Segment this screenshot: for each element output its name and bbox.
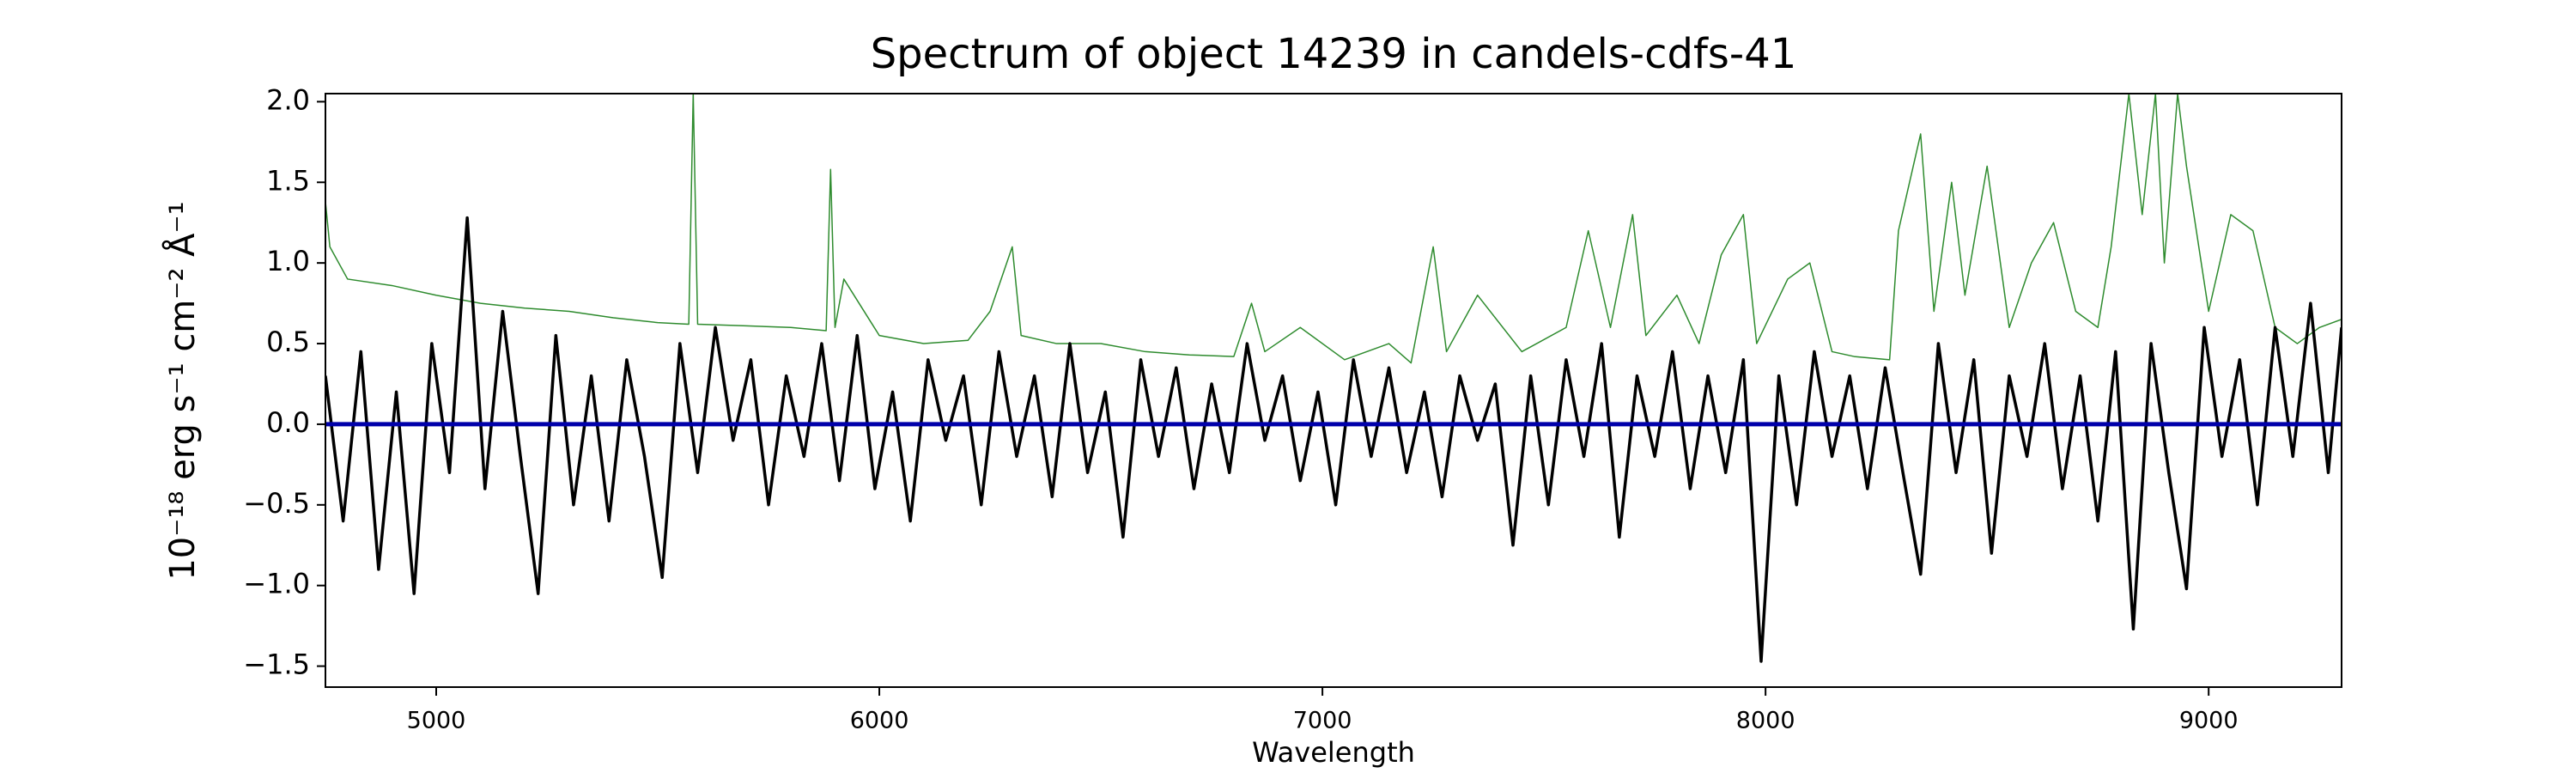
plot-frame [325,93,2342,688]
series-line [325,216,2342,663]
y-tick-label: −0.5 [243,487,310,520]
series-line [325,94,2342,364]
x-tick-label: 8000 [1736,708,1795,734]
y-tick-label: −1.5 [243,648,310,681]
y-axis-label: 10⁻¹⁸ erg s⁻¹ cm⁻² Å⁻¹ [161,201,203,580]
y-tick-label: 0.0 [266,406,310,439]
x-tick-label: 5000 [407,708,466,734]
y-tick-label: 1.5 [266,164,310,197]
x-tick-label: 6000 [850,708,909,734]
x-axis-label: Wavelength [1252,736,1415,769]
y-tick-label: −1.0 [243,568,310,600]
x-tick-label: 7000 [1293,708,1352,734]
x-tick-label: 9000 [2179,708,2239,734]
y-tick-label: 2.0 [266,83,310,116]
y-tick-label: 1.0 [266,245,310,277]
y-tick-label: 0.5 [266,326,310,358]
chart-title: Spectrum of object 14239 in candels-cdfs… [871,30,1797,78]
plot-area [325,94,2342,663]
